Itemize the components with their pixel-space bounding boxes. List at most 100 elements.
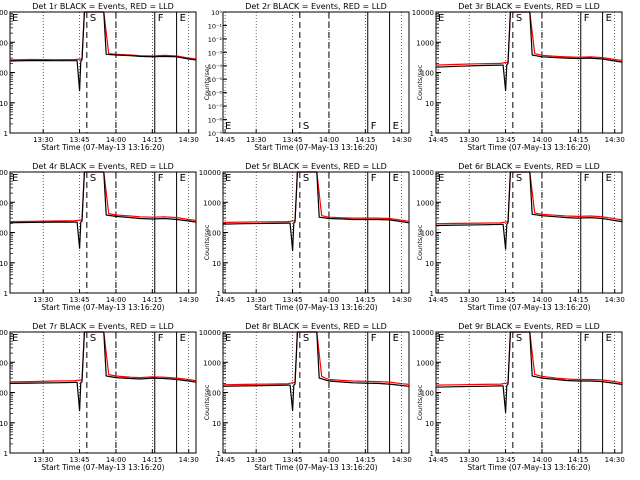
y-tick-label: 100 [0, 70, 8, 78]
lld-series-line [9, 331, 197, 383]
x-tick-label: 13:45 [495, 136, 515, 144]
marker-label-f: F [158, 173, 164, 184]
x-tick-label: 13:45 [282, 456, 302, 464]
panel-det-8: Det 8r BLACK = Events, RED = LLD 13:30 13:… [199, 322, 448, 472]
x-tick-label: 13:45 [69, 456, 89, 464]
x-tick-label: 14:00 [532, 136, 552, 144]
x-tick-label: 14:45 [428, 296, 448, 304]
x-tick-label: 13:30 [246, 296, 266, 304]
marker-label-e: E [393, 173, 399, 184]
lld-series-line [222, 171, 410, 223]
panel-title: Det 5r BLACK = Events, RED = LLD [245, 162, 387, 171]
y-tick-label: 1000 [0, 359, 8, 367]
x-tick-label: 14:00 [106, 456, 126, 464]
marker-label-s: S [90, 13, 96, 24]
y-tick-label: 100 [421, 70, 434, 78]
events-series-line [9, 331, 197, 412]
marker-label-s: S [90, 333, 96, 344]
marker-label-e: E [180, 333, 186, 344]
y-tick-label: 10⁻³ [208, 49, 223, 57]
x-tick-label: 14:00 [532, 456, 552, 464]
x-tick-label: 14:30 [605, 296, 625, 304]
marker-label-f: F [371, 333, 377, 344]
y-tick-label: 100 [208, 230, 221, 238]
y-tick-label: 1 [4, 290, 8, 298]
plot-frame [9, 331, 197, 454]
y-tick-label: 10⁻⁷ [208, 103, 223, 111]
y-tick-label: 100 [421, 230, 434, 238]
x-tick-label: 14:45 [215, 456, 235, 464]
y-axis-label: Counts/sec [203, 224, 211, 260]
x-tick-label: 13:45 [282, 296, 302, 304]
y-tick-label: 10⁻⁸ [208, 117, 223, 125]
plot-frame [222, 11, 410, 134]
panel-det-2: Det 2r BLACK = Events, RED = LLD 13:30 13:… [203, 2, 448, 152]
x-tick-label: 14:45 [428, 456, 448, 464]
y-tick-label: 10 [0, 420, 8, 428]
marker-label-e: E [225, 173, 231, 184]
marker-label-f: F [371, 173, 377, 184]
x-tick-label: 14:30 [179, 136, 199, 144]
y-tick-label: 100 [0, 230, 8, 238]
y-axis-label: Counts/sec [416, 384, 424, 420]
marker-label-s: S [516, 173, 522, 184]
events-series-line [222, 171, 410, 252]
marker-label-f: F [584, 173, 590, 184]
panel-det-5: Det 5r BLACK = Events, RED = LLD 13:30 13:… [199, 162, 448, 312]
x-axis-label: Start Time (07-May-13 13:16:20) [254, 463, 377, 472]
x-tick-label: 13:30 [33, 136, 53, 144]
y-tick-label: 1000 [0, 39, 8, 47]
events-series-line [222, 331, 410, 412]
panel-det-4: Det 4r BLACK = Events, RED = LLD 13:30 13:… [0, 162, 235, 312]
x-tick-label: 14:30 [179, 296, 199, 304]
marker-label-e: E [606, 13, 612, 24]
events-series-line [9, 171, 197, 249]
y-tick-label: 10 [0, 100, 8, 108]
x-tick-label: 13:30 [459, 456, 479, 464]
marker-label-s: S [303, 333, 309, 344]
x-tick-label: 14:45 [215, 136, 235, 144]
y-tick-label: 10000 [412, 169, 434, 177]
x-tick-label: 13:30 [246, 456, 266, 464]
plot-frame [9, 11, 197, 134]
x-tick-label: 13:30 [459, 296, 479, 304]
y-axis-label: Counts/sec [203, 64, 211, 100]
y-tick-label: 10000 [412, 9, 434, 17]
x-tick-label: 14:00 [319, 136, 339, 144]
panel-det-1: Det 1r BLACK = Events, RED = LLD 13:30 13:… [0, 2, 235, 152]
x-tick-label: 13:45 [69, 296, 89, 304]
panel-det-3: Det 3r BLACK = Events, RED = LLD 13:30 13:… [412, 2, 625, 152]
x-tick-label: 13:45 [282, 136, 302, 144]
x-tick-label: 13:30 [33, 296, 53, 304]
marker-label-e: E [225, 121, 231, 132]
x-tick-label: 13:45 [495, 456, 515, 464]
marker-label-e: E [12, 13, 18, 24]
panel-det-7: Det 7r BLACK = Events, RED = LLD 13:30 13:… [0, 322, 235, 472]
panel-title: Det 4r BLACK = Events, RED = LLD [32, 162, 174, 171]
marker-label-s: S [90, 173, 96, 184]
x-tick-label: 14:30 [605, 456, 625, 464]
y-tick-label: 10 [425, 100, 434, 108]
y-tick-label: 10000 [0, 169, 8, 177]
x-tick-label: 14:00 [106, 136, 126, 144]
marker-label-e: E [12, 173, 18, 184]
x-axis-label: Start Time (07-May-13 13:16:20) [41, 463, 164, 472]
x-tick-label: 14:15 [355, 296, 375, 304]
events-series-line [9, 11, 197, 92]
panel-det-6: Det 6r BLACK = Events, RED = LLD 13:30 13:… [412, 162, 625, 312]
y-tick-label: 10 [0, 260, 8, 268]
y-tick-label: 10 [425, 260, 434, 268]
lld-series-line [9, 11, 197, 61]
x-axis-label: Start Time (07-May-13 13:16:20) [254, 303, 377, 312]
x-tick-label: 14:15 [568, 456, 588, 464]
y-tick-label: 10⁻² [208, 36, 223, 44]
y-tick-label: 1 [217, 290, 221, 298]
lld-series-line [9, 171, 197, 223]
x-tick-label: 14:15 [142, 456, 162, 464]
marker-label-e: E [225, 333, 231, 344]
y-tick-label: 1000 [203, 199, 221, 207]
events-series-line [435, 11, 623, 92]
y-tick-label: 10⁻⁶ [208, 90, 223, 98]
plot-frame [222, 331, 410, 454]
y-tick-label: 10000 [0, 9, 8, 17]
